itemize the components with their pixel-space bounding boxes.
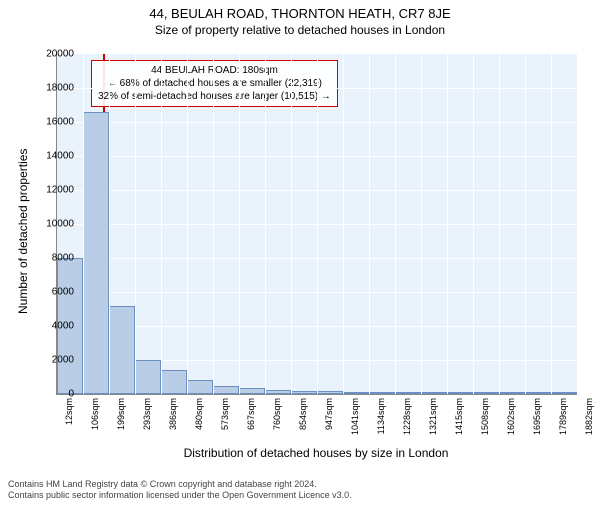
- ytick-label: 4000: [26, 321, 74, 332]
- page-title: 44, BEULAH ROAD, THORNTON HEATH, CR7 8JE: [0, 6, 600, 21]
- histogram-bar: [239, 388, 265, 394]
- gridline-v: [577, 54, 578, 394]
- gridline-v: [525, 54, 526, 394]
- footer-line2: Contains public sector information licen…: [8, 490, 352, 502]
- gridline-v: [473, 54, 474, 394]
- ytick-label: 20000: [26, 49, 74, 60]
- gridline-v: [109, 54, 110, 394]
- gridline-v: [135, 54, 136, 394]
- ytick-label: 2000: [26, 355, 74, 366]
- gridline-v: [187, 54, 188, 394]
- histogram-bar: [395, 392, 421, 394]
- histogram-bar: [343, 392, 369, 394]
- xtick-label: 386sqm: [168, 398, 178, 430]
- xtick-label: 480sqm: [194, 398, 204, 430]
- xtick-label: 947sqm: [324, 398, 334, 430]
- gridline-v: [83, 54, 84, 394]
- xtick-label: 573sqm: [220, 398, 230, 430]
- annotation-box: 44 BEULAH ROAD: 180sqm ← 68% of detached…: [91, 60, 338, 107]
- footer-line1: Contains HM Land Registry data © Crown c…: [8, 479, 352, 491]
- ytick-label: 12000: [26, 185, 74, 196]
- histogram-bar: [213, 386, 239, 395]
- xtick-label: 1695sqm: [532, 398, 542, 435]
- histogram-bar: [135, 360, 161, 394]
- histogram-bar: [161, 370, 187, 394]
- histogram-chart: 44 BEULAH ROAD: 180sqm ← 68% of detached…: [56, 54, 576, 424]
- ytick-label: 10000: [26, 219, 74, 230]
- gridline-v: [291, 54, 292, 394]
- xtick-label: 1508sqm: [480, 398, 490, 435]
- ytick-label: 14000: [26, 151, 74, 162]
- histogram-bar: [369, 392, 395, 394]
- gridline-v: [369, 54, 370, 394]
- histogram-bar: [421, 392, 447, 394]
- histogram-bar: [499, 392, 525, 394]
- histogram-bar: [291, 391, 317, 394]
- gridline-v: [447, 54, 448, 394]
- xtick-label: 106sqm: [90, 398, 100, 430]
- xtick-label: 1789sqm: [558, 398, 568, 435]
- xtick-label: 1228sqm: [402, 398, 412, 435]
- gridline-v: [343, 54, 344, 394]
- annotation-line1: 44 BEULAH ROAD: 180sqm: [98, 64, 331, 77]
- ytick-label: 18000: [26, 83, 74, 94]
- gridline-v: [317, 54, 318, 394]
- gridline-v: [421, 54, 422, 394]
- xtick-label: 199sqm: [116, 398, 126, 430]
- xtick-label: 1602sqm: [506, 398, 516, 435]
- page-subtitle: Size of property relative to detached ho…: [0, 23, 600, 37]
- histogram-bar: [317, 391, 343, 394]
- histogram-bar: [473, 392, 499, 394]
- xtick-label: 1415sqm: [454, 398, 464, 435]
- xtick-label: 1882sqm: [584, 398, 594, 435]
- histogram-bar: [109, 306, 135, 394]
- histogram-bar: [265, 390, 291, 394]
- gridline-v: [213, 54, 214, 394]
- gridline-v: [395, 54, 396, 394]
- histogram-bar: [83, 112, 109, 394]
- gridline-v: [161, 54, 162, 394]
- xtick-label: 293sqm: [142, 398, 152, 430]
- histogram-bar: [187, 380, 213, 394]
- ytick-label: 6000: [26, 287, 74, 298]
- histogram-bar: [551, 392, 577, 394]
- ytick-label: 16000: [26, 117, 74, 128]
- x-axis-label: Distribution of detached houses by size …: [56, 446, 576, 460]
- gridline-v: [499, 54, 500, 394]
- xtick-label: 854sqm: [298, 398, 308, 430]
- annotation-line3: 32% of semi-detached houses are larger (…: [98, 90, 331, 103]
- xtick-label: 12sqm: [64, 398, 74, 425]
- gridline-v: [239, 54, 240, 394]
- xtick-label: 1321sqm: [428, 398, 438, 435]
- gridline-v: [265, 54, 266, 394]
- histogram-bar: [447, 392, 473, 394]
- xtick-label: 1041sqm: [350, 398, 360, 435]
- histogram-bar: [525, 392, 551, 394]
- xtick-label: 1134sqm: [376, 398, 386, 434]
- footer: Contains HM Land Registry data © Crown c…: [8, 479, 352, 502]
- ytick-label: 8000: [26, 253, 74, 264]
- plot-area: 44 BEULAH ROAD: 180sqm ← 68% of detached…: [56, 54, 577, 395]
- gridline-v: [551, 54, 552, 394]
- xtick-label: 667sqm: [246, 398, 256, 430]
- xtick-label: 760sqm: [272, 398, 282, 430]
